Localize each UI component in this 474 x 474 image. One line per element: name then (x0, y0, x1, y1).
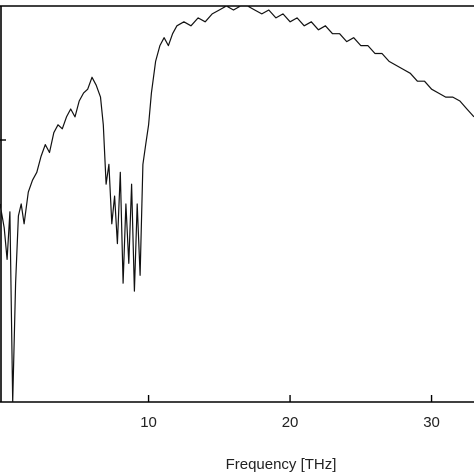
x-tick-label: 20 (282, 414, 299, 431)
series-line (0, 5, 474, 403)
x-axis-title: Frequency [THz] (226, 456, 337, 473)
x-tick-label: 30 (423, 414, 440, 431)
x-ticks: 10 20 30 (140, 395, 440, 431)
plot-area: 10 20 30 (0, 5, 474, 431)
x-tick-label: 10 (140, 414, 157, 431)
